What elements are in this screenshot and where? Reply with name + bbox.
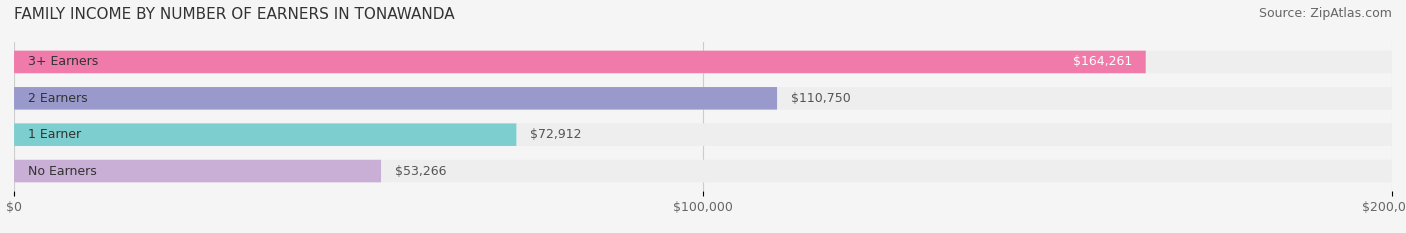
Text: 3+ Earners: 3+ Earners xyxy=(28,55,98,69)
FancyBboxPatch shape xyxy=(14,160,381,182)
FancyBboxPatch shape xyxy=(14,51,1392,73)
FancyBboxPatch shape xyxy=(14,87,778,110)
Text: $164,261: $164,261 xyxy=(1073,55,1132,69)
Text: No Earners: No Earners xyxy=(28,164,97,178)
Text: $72,912: $72,912 xyxy=(530,128,582,141)
Text: 1 Earner: 1 Earner xyxy=(28,128,82,141)
Text: Source: ZipAtlas.com: Source: ZipAtlas.com xyxy=(1258,7,1392,20)
FancyBboxPatch shape xyxy=(14,87,1392,110)
FancyBboxPatch shape xyxy=(14,123,516,146)
Text: FAMILY INCOME BY NUMBER OF EARNERS IN TONAWANDA: FAMILY INCOME BY NUMBER OF EARNERS IN TO… xyxy=(14,7,454,22)
FancyBboxPatch shape xyxy=(14,51,1146,73)
Text: $53,266: $53,266 xyxy=(395,164,446,178)
FancyBboxPatch shape xyxy=(14,123,1392,146)
Text: 2 Earners: 2 Earners xyxy=(28,92,87,105)
FancyBboxPatch shape xyxy=(14,160,1392,182)
Text: $110,750: $110,750 xyxy=(790,92,851,105)
